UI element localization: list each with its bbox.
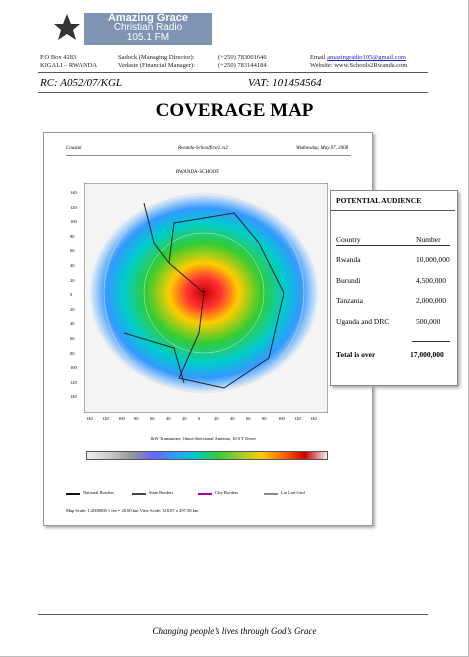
title: COVERAGE MAP	[155, 100, 314, 121]
map-caption: Rwanda-Schoolfirst1.rs2	[178, 146, 228, 151]
rule	[66, 155, 351, 156]
table-cell: 10,000,000	[416, 255, 450, 264]
x-tick-label: 80	[134, 416, 139, 421]
table-cell: 17,000,000	[410, 350, 444, 359]
y-tick-label: 120	[70, 204, 77, 210]
table-cell: 4,500,000	[416, 275, 446, 285]
logo-icon	[54, 14, 80, 40]
y-tick-label: 140	[70, 394, 77, 400]
logo-line: 105.1 FM	[126, 32, 170, 43]
table-cell: Number	[416, 235, 441, 244]
y-tick-label: 100	[70, 219, 77, 225]
rule	[38, 614, 428, 615]
rule	[38, 92, 428, 93]
contact-name: Vedaste (Financial Manager):	[118, 62, 195, 69]
x-tick-label: 80	[262, 416, 267, 421]
x-tick-label: 40	[230, 416, 235, 421]
phones: (+250) 783001646 (+250) 783144184	[218, 54, 267, 70]
rule	[331, 210, 455, 211]
table-cell: Country	[336, 235, 361, 244]
logo-line: Amazing Grace	[107, 12, 189, 24]
table-cell: Uganda and DRC	[336, 316, 390, 326]
legend-line	[132, 493, 146, 495]
x-tick-label: 20	[214, 416, 219, 421]
vat: VAT: 101454564	[248, 77, 322, 89]
table-cell: Rwanda	[336, 255, 361, 264]
rule	[38, 72, 428, 73]
rc: RC: A052/07/KGL	[40, 77, 123, 89]
y-tick-label: 140	[70, 190, 77, 195]
x-tick-label: 0	[198, 416, 201, 421]
svg-text:+: +	[201, 287, 207, 298]
x-tick-label: 60	[246, 416, 251, 421]
y-tick-label: 80	[70, 350, 75, 356]
y-tick-label: 20	[70, 277, 75, 283]
address-line: P.O Box 4283	[40, 54, 77, 61]
x-tick-label: 100	[278, 416, 285, 421]
x-tick-label: 140	[86, 416, 93, 421]
map-title: RWANDA-SCHOOF	[176, 170, 220, 175]
legend-label: City Borders	[215, 490, 239, 495]
y-tick-label: 40	[70, 321, 75, 327]
audience-box	[330, 190, 458, 386]
logo: Amazing Grace Christian Radio 105.1 FM	[84, 13, 212, 45]
table-cell: 2,000,000	[416, 296, 446, 305]
y-tick-label: 0	[70, 292, 73, 298]
x-tick-label: 60	[150, 416, 155, 421]
legend-label: Lat Lon Grid	[281, 490, 305, 495]
contacts: Sadock (Managing Director): Vedaste (Fina…	[118, 54, 195, 70]
footer: Changing people’s lives through God’s Gr…	[152, 626, 317, 636]
color-scale	[86, 451, 328, 460]
map-caption: 1kW Transmitter, Omni-directional Antenn…	[150, 436, 257, 441]
legend-line	[66, 493, 80, 495]
legend-label: National Borders	[83, 490, 114, 495]
phone: (+250) 783144184	[218, 62, 267, 69]
web: Email amazingradio105@gmail.com Website: …	[310, 54, 407, 70]
audience-title: POTENTIAL AUDIENCE	[336, 196, 422, 205]
y-tick-label: 40	[70, 263, 75, 268]
y-tick-label: 20	[70, 306, 75, 312]
rule	[336, 245, 450, 246]
map-caption: Coastal	[66, 146, 82, 151]
x-tick-label: 40	[166, 416, 171, 421]
rule	[412, 341, 450, 342]
website: Website: www.Schools2Rwanda.com	[310, 62, 408, 69]
address-line: KIGALI – RWANDA	[40, 62, 98, 69]
y-tick-label: 80	[70, 233, 75, 239]
x-tick-label: 120	[102, 416, 109, 421]
y-tick-label: 60	[70, 336, 75, 341]
table-cell: Burundi	[336, 275, 361, 285]
x-tick-label: 140	[310, 416, 317, 421]
address: P.O Box 4283 KIGALI – RWANDA	[40, 54, 97, 70]
table-cell: 500,000	[416, 316, 441, 326]
map-caption: Wednesday, May 07, 2008	[296, 146, 349, 151]
legend-line	[264, 493, 278, 495]
coverage-map: +	[84, 183, 328, 413]
legend-line	[198, 493, 212, 495]
table-cell: Tanzania	[336, 296, 363, 305]
x-tick-label: 20	[182, 416, 187, 421]
x-tick-label: 120	[294, 416, 301, 421]
email-label: Email	[310, 54, 326, 61]
contact-name: Sadock (Managing Director):	[118, 54, 195, 61]
x-tick-label: 100	[118, 416, 125, 421]
table-cell: Total is over	[336, 350, 376, 359]
map-scale: Map Scale: 1:2000000 1 cm = 20.00 km Vie…	[66, 508, 199, 513]
legend-label: State Borders	[149, 490, 174, 495]
logo-line: Christian Radio	[113, 22, 183, 33]
email[interactable]: amazingradio105@gmail.com	[327, 54, 406, 61]
phone: (+250) 783001646	[218, 54, 267, 61]
y-tick-label: 100	[70, 365, 77, 371]
y-tick-label: 120	[70, 379, 77, 385]
y-tick-label: 60	[70, 248, 75, 254]
